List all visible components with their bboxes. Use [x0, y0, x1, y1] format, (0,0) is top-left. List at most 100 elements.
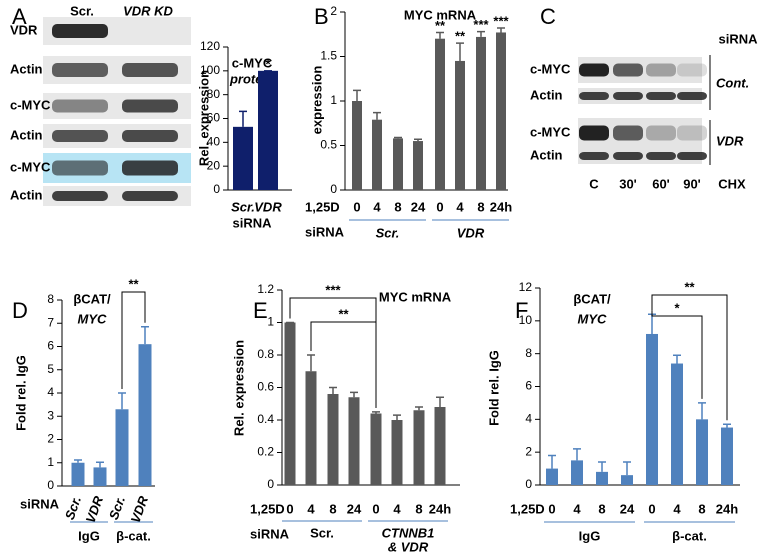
panel-label: A — [12, 4, 27, 29]
x-tick-label: Scr. — [106, 494, 128, 522]
error-bar — [456, 42, 464, 61]
y-tick-label: 3 — [47, 408, 54, 422]
bar — [621, 475, 633, 485]
blot-row-label: c-MYC — [530, 61, 571, 76]
blot-band — [122, 191, 178, 201]
y-tick-label: 0.6 — [257, 380, 274, 394]
y-tick-label: 0 — [330, 182, 337, 196]
blot-band — [52, 191, 108, 201]
x-tick-label: 0 — [372, 501, 379, 516]
group-label: VDR — [457, 225, 485, 240]
y-tick-label: 2 — [330, 4, 337, 18]
chart-title: βCAT/ — [73, 291, 111, 306]
row-label: siRNA — [305, 224, 345, 239]
bar — [115, 409, 129, 486]
significance: ** — [455, 29, 466, 44]
significance: * — [265, 56, 271, 71]
y-tick-label: 0 — [267, 477, 274, 491]
significance-bracket — [651, 310, 703, 399]
row-label: 1,25D — [510, 501, 545, 516]
blot-band — [613, 92, 643, 100]
bar — [455, 60, 465, 191]
x-tick-label: 24h — [716, 501, 738, 516]
y-tick-label: 100 — [200, 63, 220, 77]
error-bar — [394, 136, 402, 139]
group-label: β-cat. — [116, 528, 151, 543]
blot-row-label: c-MYC — [10, 97, 51, 112]
error-bar — [623, 461, 631, 476]
y-tick-label: 120 — [200, 39, 220, 53]
group-label: & VDR — [388, 539, 429, 553]
blot-band — [677, 63, 707, 77]
significance: ** — [684, 279, 695, 294]
x-tick-label: 0 — [648, 501, 655, 516]
blot-row-label: Actin — [10, 127, 43, 142]
blot-row-label: c-MYC — [530, 124, 571, 139]
y-tick-label: 60 — [207, 111, 221, 125]
row-label: 1,25D — [250, 501, 285, 516]
y-tick-label: 40 — [207, 135, 221, 149]
error-bar — [415, 406, 423, 411]
bar — [496, 32, 506, 190]
blot-band — [677, 152, 707, 160]
x-tick-label: 24 — [411, 199, 426, 214]
error-bar — [373, 111, 381, 120]
error-bar — [436, 31, 444, 39]
group-label: β-cat. — [672, 528, 707, 543]
x-tick-label: Scr. — [62, 494, 84, 522]
bar — [233, 126, 253, 190]
group-label: CTNNB1 — [382, 525, 435, 540]
y-tick-label: 2 — [525, 444, 532, 458]
y-tick-label: 1 — [47, 455, 54, 469]
blot-band — [613, 125, 643, 141]
y-tick-label: 0 — [213, 182, 220, 196]
y-tick-label: 1.2 — [257, 282, 274, 296]
blot-row-label: Actin — [530, 87, 563, 102]
x-tick-label: VDR — [128, 494, 152, 525]
bar — [721, 427, 733, 485]
group-label: Scr. — [310, 525, 334, 540]
bar — [413, 410, 425, 485]
chart-title: MYC mRNA — [379, 289, 452, 304]
x-tick-label: 0 — [353, 199, 360, 214]
x-tick-label: 8 — [698, 501, 705, 516]
blot-band — [579, 63, 609, 77]
bar — [434, 407, 446, 485]
x-tick-label: 0 — [436, 199, 443, 214]
blot-band — [579, 92, 609, 100]
x-tick-label: 0 — [286, 501, 293, 516]
y-tick-label: 0.8 — [257, 347, 274, 361]
panel-label: D — [12, 298, 28, 323]
x-tick-label: 4 — [673, 501, 681, 516]
bar — [696, 419, 708, 485]
error-bar — [573, 448, 581, 461]
blot-column: Scr. — [70, 3, 94, 18]
significance-bracket — [121, 291, 146, 389]
chart-title: MYC mRNA — [404, 7, 477, 22]
blot-row-label: Actin — [10, 187, 43, 202]
y-tick-label: 0 — [47, 478, 54, 492]
blot-column: VDR KD — [123, 3, 173, 18]
bar — [71, 462, 85, 486]
panel-label: B — [314, 4, 329, 29]
group-label: IgG — [579, 528, 601, 543]
significance: ** — [435, 18, 446, 33]
bar — [391, 420, 403, 485]
bar — [284, 322, 296, 485]
bar — [370, 413, 382, 485]
y-tick-label: 8 — [47, 292, 54, 306]
bar — [393, 138, 403, 190]
significance: ** — [338, 306, 349, 321]
x-tick-label: Scr. — [231, 199, 255, 214]
y-tick-label: 6 — [47, 339, 54, 353]
group-label: IgG — [78, 528, 100, 543]
chart-title: MYC — [578, 311, 608, 326]
y-axis-label: Rel. expression — [231, 340, 246, 436]
y-axis-label: Fold rel. IgG — [13, 355, 28, 431]
blot-column: 30' — [619, 176, 637, 191]
x-tick-label: 4 — [573, 501, 581, 516]
x-tick-label: 4 — [307, 501, 315, 516]
row-label: 1,25D — [305, 199, 340, 214]
blot-band — [52, 99, 108, 113]
y-tick-label: 7 — [47, 315, 54, 329]
